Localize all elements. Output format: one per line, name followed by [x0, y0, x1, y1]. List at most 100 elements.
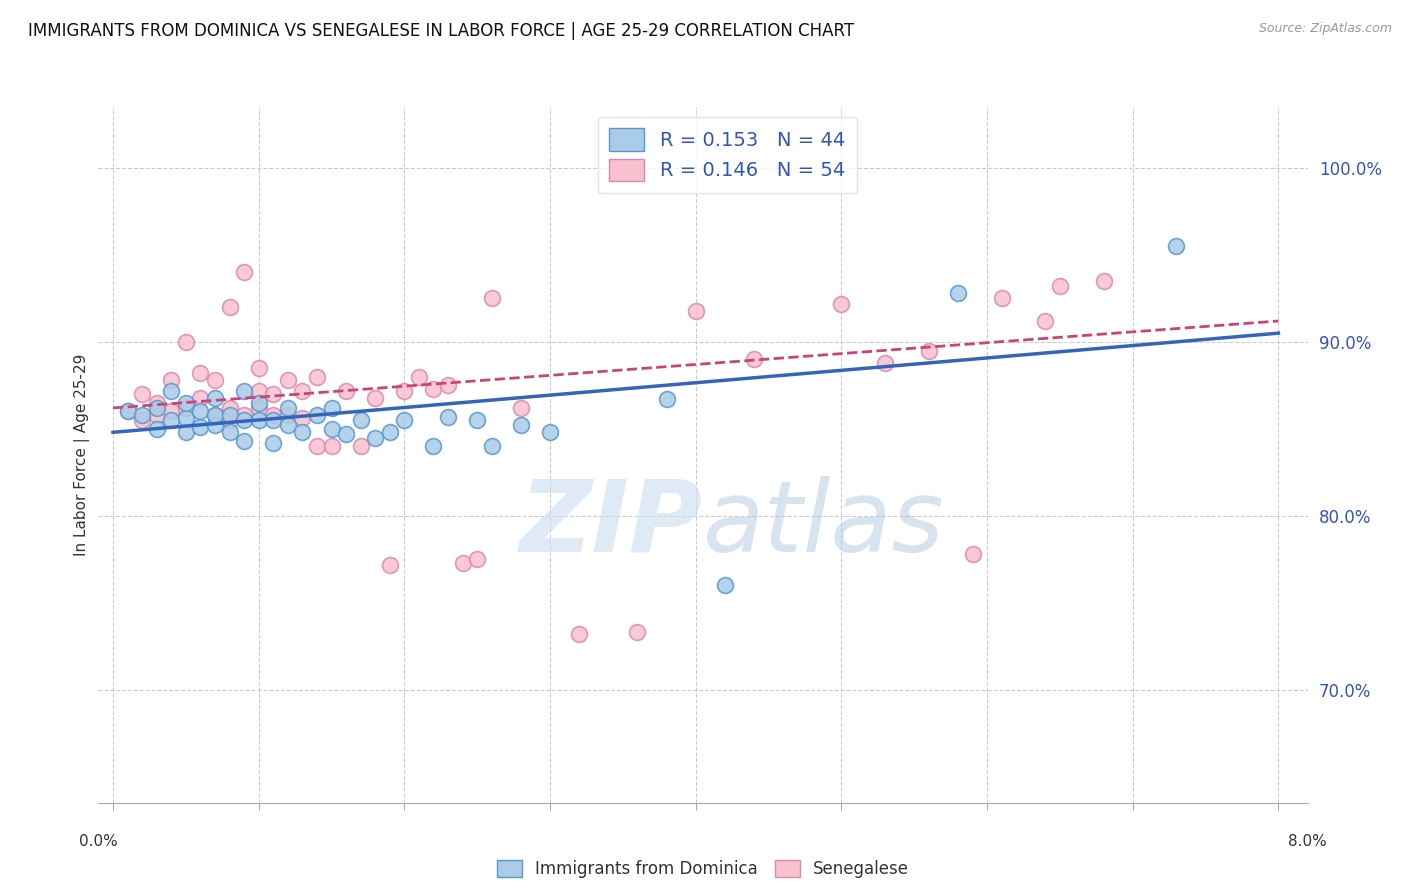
- Point: [465, 552, 488, 566]
- Point: [962, 547, 984, 561]
- Point: [875, 356, 897, 370]
- Point: [145, 422, 167, 436]
- Point: [233, 384, 256, 398]
- Point: [305, 369, 328, 384]
- Point: [247, 384, 270, 398]
- Point: [218, 401, 240, 415]
- Point: [262, 408, 284, 422]
- Point: [145, 395, 167, 409]
- Point: [247, 395, 270, 409]
- Point: [131, 408, 153, 422]
- Text: 8.0%: 8.0%: [1288, 834, 1327, 849]
- Point: [378, 425, 401, 440]
- Point: [160, 404, 183, 418]
- Point: [277, 401, 299, 415]
- Point: [321, 401, 343, 415]
- Point: [946, 286, 969, 301]
- Point: [714, 578, 737, 592]
- Point: [335, 427, 357, 442]
- Point: [218, 300, 240, 314]
- Point: [218, 413, 240, 427]
- Point: [350, 413, 373, 427]
- Point: [131, 387, 153, 401]
- Text: Source: ZipAtlas.com: Source: ZipAtlas.com: [1258, 22, 1392, 36]
- Point: [190, 391, 212, 405]
- Point: [233, 434, 256, 448]
- Point: [131, 413, 153, 427]
- Point: [160, 373, 183, 387]
- Point: [145, 401, 167, 415]
- Point: [830, 296, 852, 310]
- Point: [247, 413, 270, 427]
- Point: [277, 408, 299, 422]
- Point: [247, 401, 270, 415]
- Point: [422, 439, 444, 453]
- Point: [305, 439, 328, 453]
- Point: [291, 384, 314, 398]
- Point: [190, 404, 212, 418]
- Point: [262, 387, 284, 401]
- Point: [233, 413, 256, 427]
- Point: [990, 291, 1012, 305]
- Point: [305, 408, 328, 422]
- Point: [626, 625, 648, 640]
- Point: [481, 439, 503, 453]
- Point: [160, 384, 183, 398]
- Point: [685, 303, 707, 318]
- Point: [1033, 314, 1056, 328]
- Point: [218, 425, 240, 440]
- Point: [422, 382, 444, 396]
- Point: [262, 413, 284, 427]
- Point: [918, 343, 941, 358]
- Point: [538, 425, 561, 440]
- Point: [378, 558, 401, 572]
- Text: ZIP: ZIP: [520, 476, 703, 573]
- Point: [321, 439, 343, 453]
- Point: [394, 384, 416, 398]
- Point: [247, 360, 270, 375]
- Point: [204, 391, 226, 405]
- Point: [465, 413, 488, 427]
- Point: [277, 373, 299, 387]
- Point: [321, 422, 343, 436]
- Point: [174, 411, 197, 425]
- Point: [174, 425, 197, 440]
- Point: [174, 334, 197, 349]
- Point: [204, 373, 226, 387]
- Point: [1166, 239, 1188, 253]
- Point: [509, 418, 531, 433]
- Point: [204, 408, 226, 422]
- Point: [277, 418, 299, 433]
- Y-axis label: In Labor Force | Age 25-29: In Labor Force | Age 25-29: [75, 354, 90, 556]
- Text: IMMIGRANTS FROM DOMINICA VS SENEGALESE IN LABOR FORCE | AGE 25-29 CORRELATION CH: IMMIGRANTS FROM DOMINICA VS SENEGALESE I…: [28, 22, 855, 40]
- Point: [291, 411, 314, 425]
- Point: [174, 401, 197, 415]
- Point: [1049, 279, 1071, 293]
- Point: [481, 291, 503, 305]
- Point: [350, 439, 373, 453]
- Point: [190, 366, 212, 380]
- Point: [437, 378, 460, 392]
- Point: [145, 408, 167, 422]
- Point: [174, 395, 197, 409]
- Point: [568, 627, 591, 641]
- Text: atlas: atlas: [703, 476, 945, 573]
- Point: [233, 265, 256, 279]
- Legend: Immigrants from Dominica, Senegalese: Immigrants from Dominica, Senegalese: [491, 854, 915, 885]
- Point: [655, 392, 678, 407]
- Point: [204, 418, 226, 433]
- Point: [1092, 274, 1115, 288]
- Point: [117, 404, 139, 418]
- Point: [394, 413, 416, 427]
- Point: [218, 408, 240, 422]
- Point: [117, 404, 139, 418]
- Point: [364, 391, 387, 405]
- Point: [160, 413, 183, 427]
- Point: [437, 409, 460, 424]
- Point: [262, 435, 284, 450]
- Point: [364, 431, 387, 445]
- Text: 0.0%: 0.0%: [79, 834, 118, 849]
- Point: [451, 556, 474, 570]
- Point: [204, 408, 226, 422]
- Point: [233, 408, 256, 422]
